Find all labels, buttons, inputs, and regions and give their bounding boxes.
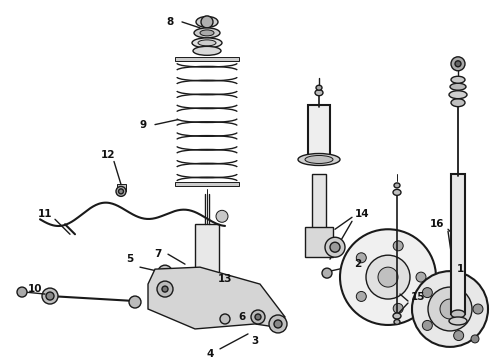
Circle shape — [422, 320, 432, 330]
Ellipse shape — [451, 99, 465, 107]
Ellipse shape — [194, 28, 220, 38]
Ellipse shape — [196, 17, 218, 27]
Circle shape — [269, 315, 287, 333]
Ellipse shape — [393, 313, 401, 319]
Circle shape — [454, 278, 464, 287]
Bar — [195, 224, 219, 289]
Ellipse shape — [394, 319, 400, 324]
Text: 2: 2 — [354, 259, 362, 269]
Circle shape — [202, 304, 212, 314]
Circle shape — [366, 255, 410, 299]
Circle shape — [119, 189, 123, 194]
Circle shape — [356, 253, 367, 263]
Text: 8: 8 — [167, 17, 173, 27]
Circle shape — [440, 299, 460, 319]
Circle shape — [393, 303, 403, 314]
Circle shape — [393, 241, 403, 251]
Text: 13: 13 — [218, 274, 232, 284]
Circle shape — [471, 335, 479, 343]
Text: 16: 16 — [430, 219, 444, 229]
Text: 14: 14 — [355, 209, 369, 219]
Circle shape — [17, 287, 27, 297]
Ellipse shape — [198, 40, 216, 46]
Text: 9: 9 — [140, 120, 147, 130]
Circle shape — [46, 292, 54, 300]
Circle shape — [451, 57, 465, 71]
Bar — [175, 57, 239, 61]
Text: 1: 1 — [456, 264, 464, 274]
Ellipse shape — [200, 30, 214, 36]
Text: 15: 15 — [411, 292, 425, 302]
Circle shape — [157, 281, 173, 297]
Circle shape — [428, 287, 472, 331]
Circle shape — [473, 304, 483, 314]
Ellipse shape — [449, 317, 467, 325]
Circle shape — [216, 210, 228, 222]
Circle shape — [356, 292, 367, 301]
Text: 4: 4 — [206, 349, 214, 359]
Text: 7: 7 — [154, 249, 162, 259]
Text: 6: 6 — [238, 312, 245, 322]
Ellipse shape — [451, 76, 465, 83]
Circle shape — [422, 288, 432, 298]
Circle shape — [116, 186, 126, 196]
Text: 12: 12 — [101, 149, 115, 159]
Circle shape — [158, 265, 172, 279]
Circle shape — [322, 268, 332, 278]
Circle shape — [325, 237, 345, 257]
Text: 10: 10 — [28, 284, 42, 294]
Circle shape — [274, 320, 282, 328]
Ellipse shape — [393, 189, 401, 195]
Ellipse shape — [192, 38, 222, 48]
Text: 5: 5 — [126, 254, 134, 264]
Circle shape — [162, 269, 168, 275]
Ellipse shape — [451, 310, 465, 318]
Circle shape — [378, 267, 398, 287]
Ellipse shape — [193, 46, 221, 55]
Text: 11: 11 — [38, 209, 52, 219]
Ellipse shape — [305, 156, 333, 163]
Bar — [117, 184, 126, 192]
Bar — [175, 183, 239, 186]
Bar — [308, 105, 330, 162]
Bar — [305, 227, 333, 257]
Ellipse shape — [316, 85, 322, 90]
Circle shape — [197, 299, 217, 319]
Polygon shape — [148, 267, 285, 329]
Circle shape — [416, 272, 426, 282]
Circle shape — [455, 61, 461, 67]
Circle shape — [251, 310, 265, 324]
Circle shape — [412, 271, 488, 347]
Circle shape — [454, 330, 464, 341]
Bar — [451, 175, 465, 314]
Ellipse shape — [394, 183, 400, 188]
Circle shape — [220, 314, 230, 324]
Ellipse shape — [449, 91, 467, 99]
Circle shape — [162, 286, 168, 292]
Text: 3: 3 — [251, 336, 259, 346]
Ellipse shape — [315, 90, 323, 96]
Ellipse shape — [298, 153, 340, 166]
Circle shape — [201, 16, 213, 28]
Bar — [312, 175, 326, 229]
Circle shape — [236, 285, 244, 293]
Circle shape — [42, 288, 58, 304]
Polygon shape — [175, 284, 235, 314]
Circle shape — [330, 242, 340, 252]
Ellipse shape — [450, 83, 466, 90]
Circle shape — [340, 229, 436, 325]
Circle shape — [255, 314, 261, 320]
Circle shape — [129, 296, 141, 308]
